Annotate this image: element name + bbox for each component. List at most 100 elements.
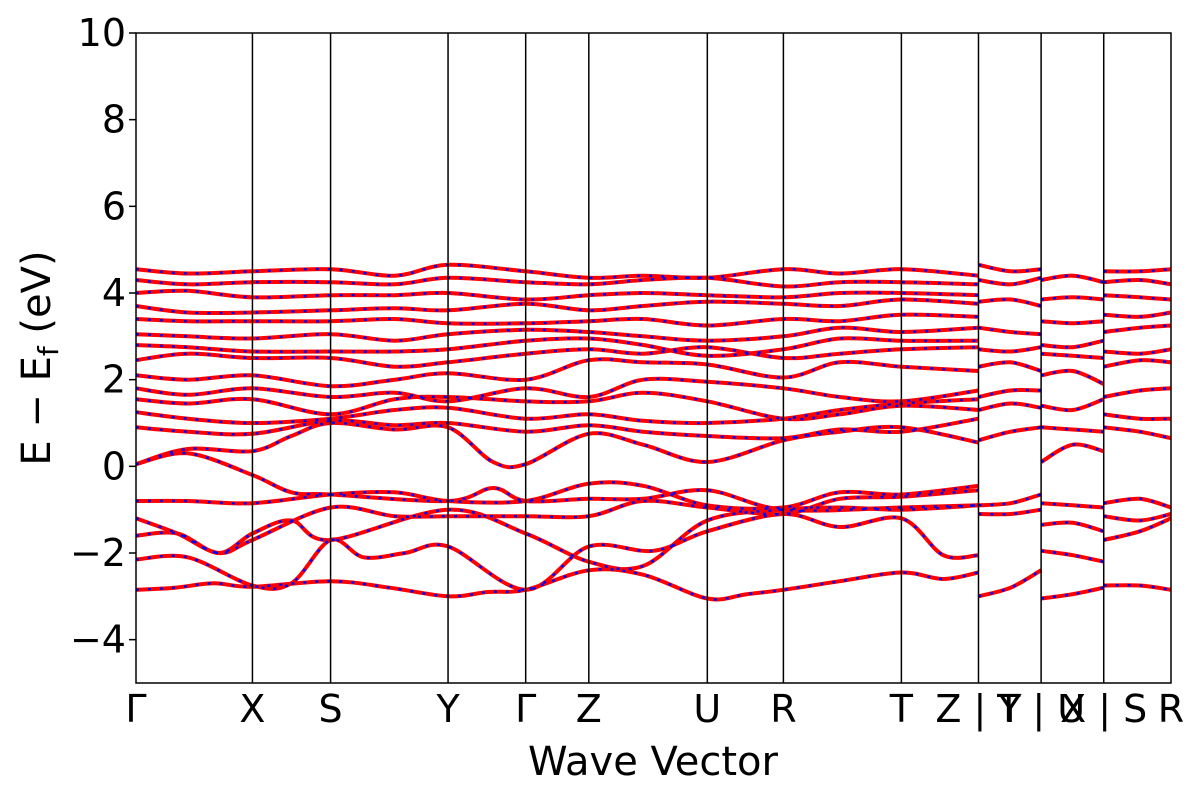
band-line-blue: [135, 417, 979, 440]
x-tick-label: R: [1158, 687, 1184, 731]
band-line-red: [1040, 338, 1105, 350]
x-tick-label: T | U: [996, 687, 1085, 732]
band-line-blue: [135, 357, 979, 388]
band-line-blue: [1103, 497, 1172, 509]
y-tick-label: 2: [102, 358, 126, 402]
band-line-red: [1103, 323, 1172, 334]
band-line-red: [1103, 425, 1172, 441]
y-tick-label: 8: [102, 98, 126, 142]
band-line-blue: [1040, 443, 1105, 464]
spin-down-bands: [135, 263, 1172, 601]
y-axis-ticks: −4 −2 0 2 4 6 8 10: [70, 11, 136, 662]
band-line-red: [1040, 319, 1104, 326]
band-line-blue: [135, 504, 979, 571]
band-line-red: [978, 492, 1042, 508]
band-line-red: [1040, 273, 1105, 285]
band-line-red: [978, 297, 1042, 308]
y-axis-label-unit-text: (eV): [14, 250, 60, 333]
x-tick-label: X | S: [1060, 687, 1147, 732]
band-line-red: [1040, 548, 1105, 564]
y-axis-label-main: E − E: [14, 356, 60, 466]
band-line-red: [1103, 496, 1172, 510]
band-line-red: [1040, 442, 1105, 464]
band-line-red: [135, 288, 979, 302]
kpoint-divider-lines: [251, 33, 1105, 683]
band-line-red: [135, 357, 979, 389]
band-line-red: [1103, 267, 1172, 274]
y-tick-label: −2: [70, 531, 126, 575]
band-line-red: [1103, 347, 1172, 356]
band-line-red: [135, 336, 979, 358]
band-line-red: [135, 325, 979, 343]
y-tick-label: 10: [78, 11, 126, 55]
x-tick-label: Γ: [125, 687, 146, 731]
band-line-red: [1103, 358, 1172, 369]
band-line-red: [135, 390, 979, 422]
x-tick-label: S: [319, 687, 343, 731]
x-tick-label: U: [693, 687, 721, 731]
band-line-blue: [135, 421, 979, 469]
band-line-blue: [135, 488, 979, 555]
band-line-red: [135, 312, 979, 328]
y-tick-label: 0: [102, 444, 126, 488]
y-axis-label-subscript: f: [32, 345, 65, 356]
y-tick-label: −4: [70, 618, 126, 662]
band-line-blue: [1103, 512, 1172, 522]
band-line-red: [1040, 585, 1105, 601]
y-axis-label-unit: [14, 334, 60, 347]
band-line-blue: [135, 263, 979, 280]
x-tick-label: X: [239, 687, 265, 731]
band-line-red: [1103, 583, 1172, 592]
x-tick-label: Y: [435, 687, 460, 731]
band-line-blue: [1103, 426, 1172, 440]
band-line-red: [1040, 295, 1104, 302]
band-line-blue: [1103, 358, 1172, 368]
x-tick-label: Γ: [515, 687, 536, 731]
x-tick-label: Z | Y: [935, 687, 1022, 732]
band-line-blue: [135, 298, 979, 315]
x-tick-label: T: [889, 687, 914, 731]
band-line-red: [1040, 501, 1104, 510]
y-tick-label: 4: [102, 271, 126, 315]
band-line-blue: [1103, 278, 1172, 286]
band-line-blue: [1103, 293, 1172, 301]
band-line-red: [1040, 425, 1104, 434]
band-line-red: [1040, 520, 1105, 534]
band-line-red: [1103, 386, 1172, 399]
band-line-red: [135, 376, 979, 404]
x-tick-label: R: [770, 687, 796, 731]
band-line-blue: [135, 397, 979, 425]
band-line-red: [977, 425, 1042, 443]
band-line-red: [135, 262, 979, 281]
band-line-blue: [1103, 324, 1172, 334]
band-line-red: [1040, 397, 1105, 413]
band-line-blue: [1103, 413, 1172, 421]
band-line-red: [135, 480, 979, 511]
band-line-red: [1103, 310, 1172, 319]
band-line-blue: [1103, 517, 1172, 542]
band-line-red: [1040, 368, 1105, 386]
band-line-red: [1103, 512, 1172, 523]
band-line-red: [978, 262, 1042, 274]
x-axis-label: Wave Vector: [528, 739, 779, 785]
band-line-blue: [1103, 311, 1172, 319]
band-line-blue: [135, 345, 979, 369]
band-line-blue: [1103, 583, 1172, 592]
band-line-red: [978, 275, 1042, 287]
y-tick-label: 6: [102, 184, 126, 228]
band-line-blue: [1103, 387, 1172, 399]
band-line-blue: [978, 569, 1042, 598]
x-tick-label: Z: [576, 687, 602, 731]
band-line-red: [977, 568, 1043, 599]
band-line-red: [978, 507, 1042, 517]
band-line-red: [1103, 277, 1172, 287]
band-line-blue: [1103, 267, 1172, 273]
spin-up-bands: [135, 262, 1172, 602]
band-line-red: [1040, 351, 1104, 360]
band-line-red: [978, 401, 1042, 412]
band-line-red: [135, 275, 979, 289]
band-line-red: [1103, 412, 1172, 422]
band-line-blue: [1103, 348, 1172, 355]
band-line-red: [1103, 293, 1172, 302]
